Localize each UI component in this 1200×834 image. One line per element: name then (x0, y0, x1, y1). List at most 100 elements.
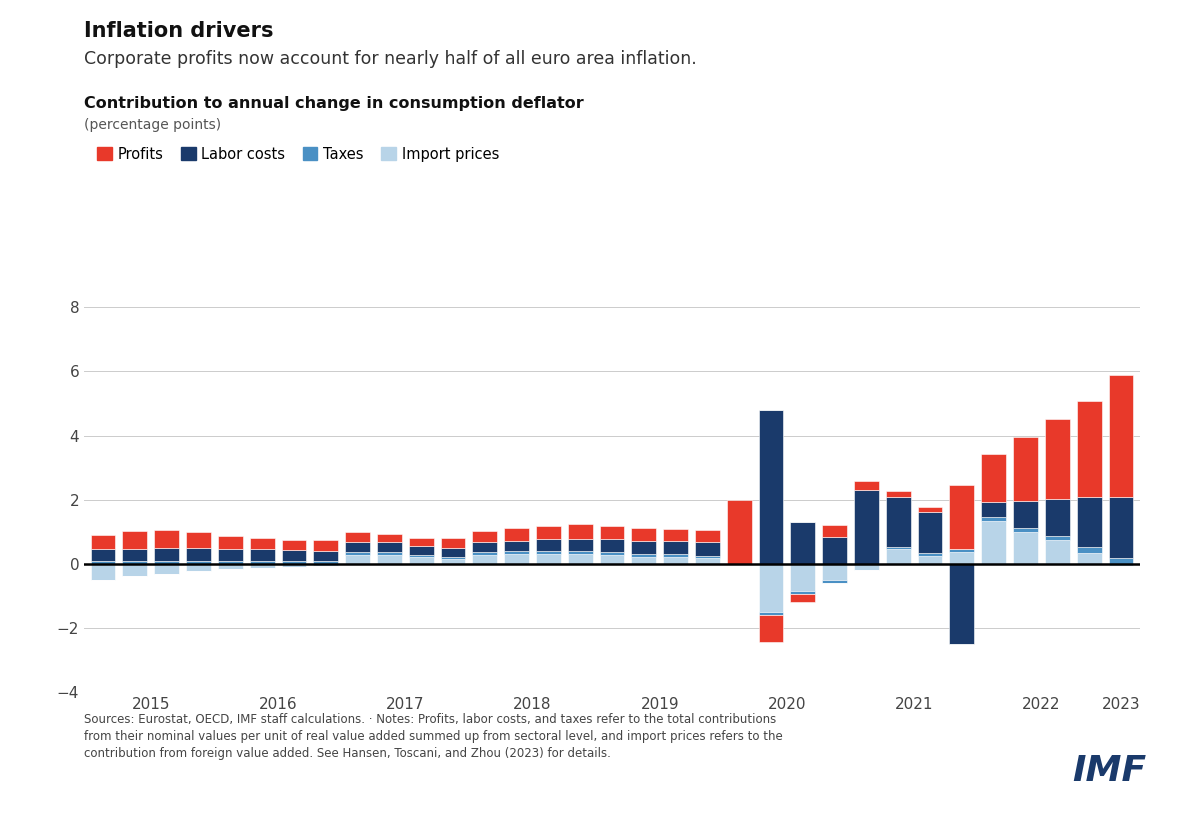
Bar (440, 548, 466, 556)
Bar (536, 551, 560, 554)
Bar (982, 502, 1006, 517)
Bar (346, 532, 370, 542)
Bar (886, 497, 911, 547)
Bar (250, 549, 275, 561)
Bar (664, 557, 688, 564)
Bar (250, 564, 275, 568)
Bar (727, 500, 751, 564)
Bar (791, 522, 815, 564)
Bar (440, 538, 466, 548)
Bar (346, 552, 370, 555)
Bar (822, 536, 847, 564)
Bar (409, 538, 433, 546)
Bar (122, 564, 148, 576)
Bar (1045, 536, 1069, 540)
Bar (346, 542, 370, 552)
Bar (1076, 547, 1102, 553)
Text: Contribution to annual change in consumption deflator: Contribution to annual change in consump… (84, 96, 583, 111)
Bar (854, 564, 878, 570)
Bar (695, 558, 720, 564)
Text: Sources: Eurostat, OECD, IMF staff calculations. · Notes: Profits, labor costs, : Sources: Eurostat, OECD, IMF staff calcu… (84, 713, 782, 760)
Bar (758, 564, 784, 612)
Bar (186, 548, 211, 561)
Bar (758, 615, 784, 642)
Bar (473, 552, 497, 555)
Bar (600, 539, 624, 552)
Bar (631, 540, 656, 555)
Bar (568, 525, 593, 539)
Bar (1045, 419, 1069, 499)
Bar (982, 517, 1006, 520)
Bar (91, 549, 115, 561)
Bar (982, 520, 1006, 564)
Text: Corporate profits now account for nearly half of all euro area inflation.: Corporate profits now account for nearly… (84, 50, 697, 68)
Bar (695, 542, 720, 555)
Bar (982, 455, 1006, 502)
Bar (504, 540, 529, 551)
Bar (313, 540, 338, 550)
Bar (186, 561, 211, 564)
Bar (313, 564, 338, 566)
Bar (1076, 401, 1102, 497)
Bar (218, 564, 242, 569)
Bar (631, 528, 656, 540)
Bar (822, 580, 847, 582)
Bar (949, 549, 974, 552)
Bar (1013, 500, 1038, 528)
Bar (473, 531, 497, 542)
Bar (377, 534, 402, 542)
Bar (440, 556, 466, 559)
Bar (918, 553, 942, 556)
Bar (1045, 540, 1069, 564)
Bar (504, 551, 529, 554)
Bar (504, 554, 529, 564)
Bar (949, 564, 974, 644)
Bar (886, 490, 911, 497)
Bar (282, 564, 306, 567)
Bar (695, 555, 720, 558)
Bar (409, 557, 433, 564)
Bar (536, 554, 560, 564)
Bar (218, 549, 242, 561)
Bar (473, 542, 497, 552)
Bar (791, 594, 815, 602)
Bar (568, 551, 593, 554)
Bar (536, 539, 560, 551)
Bar (504, 528, 529, 540)
Bar (949, 485, 974, 549)
Bar (1109, 375, 1133, 497)
Bar (122, 549, 148, 561)
Bar (1045, 499, 1069, 536)
Bar (664, 555, 688, 557)
Bar (313, 550, 338, 561)
Bar (822, 525, 847, 536)
Bar (186, 532, 211, 548)
Bar (250, 538, 275, 549)
Bar (568, 539, 593, 551)
Bar (91, 561, 115, 564)
Bar (1109, 564, 1133, 565)
Bar (91, 564, 115, 580)
Bar (250, 561, 275, 564)
Bar (282, 550, 306, 561)
Bar (854, 490, 878, 564)
Bar (791, 591, 815, 594)
Bar (600, 555, 624, 564)
Bar (409, 555, 433, 557)
Bar (122, 531, 148, 549)
Bar (918, 507, 942, 511)
Bar (155, 530, 179, 548)
Bar (631, 555, 656, 557)
Bar (854, 480, 878, 490)
Bar (282, 540, 306, 550)
Bar (918, 556, 942, 564)
Bar (313, 561, 338, 564)
Bar (664, 540, 688, 555)
Bar (758, 410, 784, 564)
Bar (886, 547, 911, 550)
Bar (186, 564, 211, 571)
Text: IMF: IMF (1072, 754, 1146, 788)
Bar (218, 561, 242, 564)
Bar (600, 552, 624, 555)
Bar (346, 555, 370, 564)
